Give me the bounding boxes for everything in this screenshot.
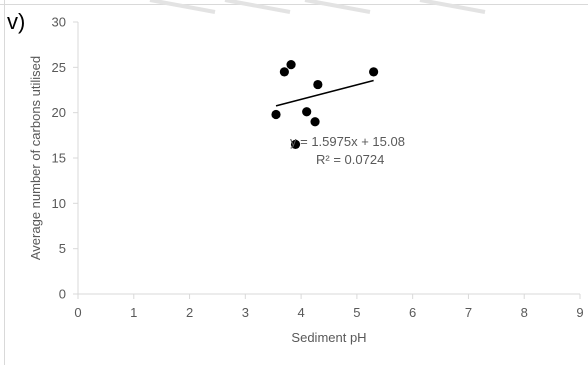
trendline-layer	[275, 79, 374, 107]
x-tick-label-5: 5	[353, 305, 360, 320]
data-point-4	[290, 139, 301, 149]
decor-stripe-2	[224, 0, 291, 14]
data-point-7	[313, 79, 323, 90]
y-tick-label-20: 20	[52, 105, 66, 120]
trendline-r-squared: R² = 0.0724	[316, 152, 384, 167]
data-point-5	[302, 107, 312, 117]
data-point-3	[286, 60, 296, 70]
y-tick-label-5: 5	[59, 241, 66, 256]
x-tick-label-0: 0	[74, 305, 81, 320]
decor-stripe-1	[149, 0, 216, 14]
y-axis-title: Average number of carbons utilised	[28, 56, 43, 260]
x-tick-label-7: 7	[465, 305, 472, 320]
x-tick-label-6: 6	[409, 305, 416, 320]
x-tick-label-3: 3	[242, 305, 249, 320]
data-points	[271, 60, 379, 149]
data-point-6	[310, 117, 320, 127]
y-tick-label-30: 30	[52, 15, 66, 30]
x-axis-title: Sediment pH	[291, 330, 366, 345]
decor-stripe-4	[419, 0, 486, 14]
trendline	[275, 79, 374, 107]
x-tick-label-4: 4	[297, 305, 304, 320]
x-tick-label-2: 2	[186, 305, 193, 320]
y-tick-label-25: 25	[52, 60, 66, 75]
x-tick-label-8: 8	[521, 305, 528, 320]
data-point-1	[271, 109, 281, 120]
x-tick-label-1: 1	[130, 305, 137, 320]
x-tick-label-9: 9	[576, 305, 583, 320]
data-point-2	[279, 67, 289, 77]
panel-label: v)	[7, 9, 25, 34]
y-tick-label-15: 15	[52, 151, 66, 166]
trendline-equation: y = 1.5975x + 15.08	[290, 134, 405, 149]
y-tick-label-10: 10	[52, 196, 66, 211]
data-point-8	[369, 67, 379, 77]
y-tick-label-0: 0	[59, 287, 66, 302]
chart-axes: 0 5 10 15 20 25 30 0 1 2 3 4 5 6 7 8 9	[52, 15, 584, 321]
decor-stripe-3	[304, 0, 371, 14]
